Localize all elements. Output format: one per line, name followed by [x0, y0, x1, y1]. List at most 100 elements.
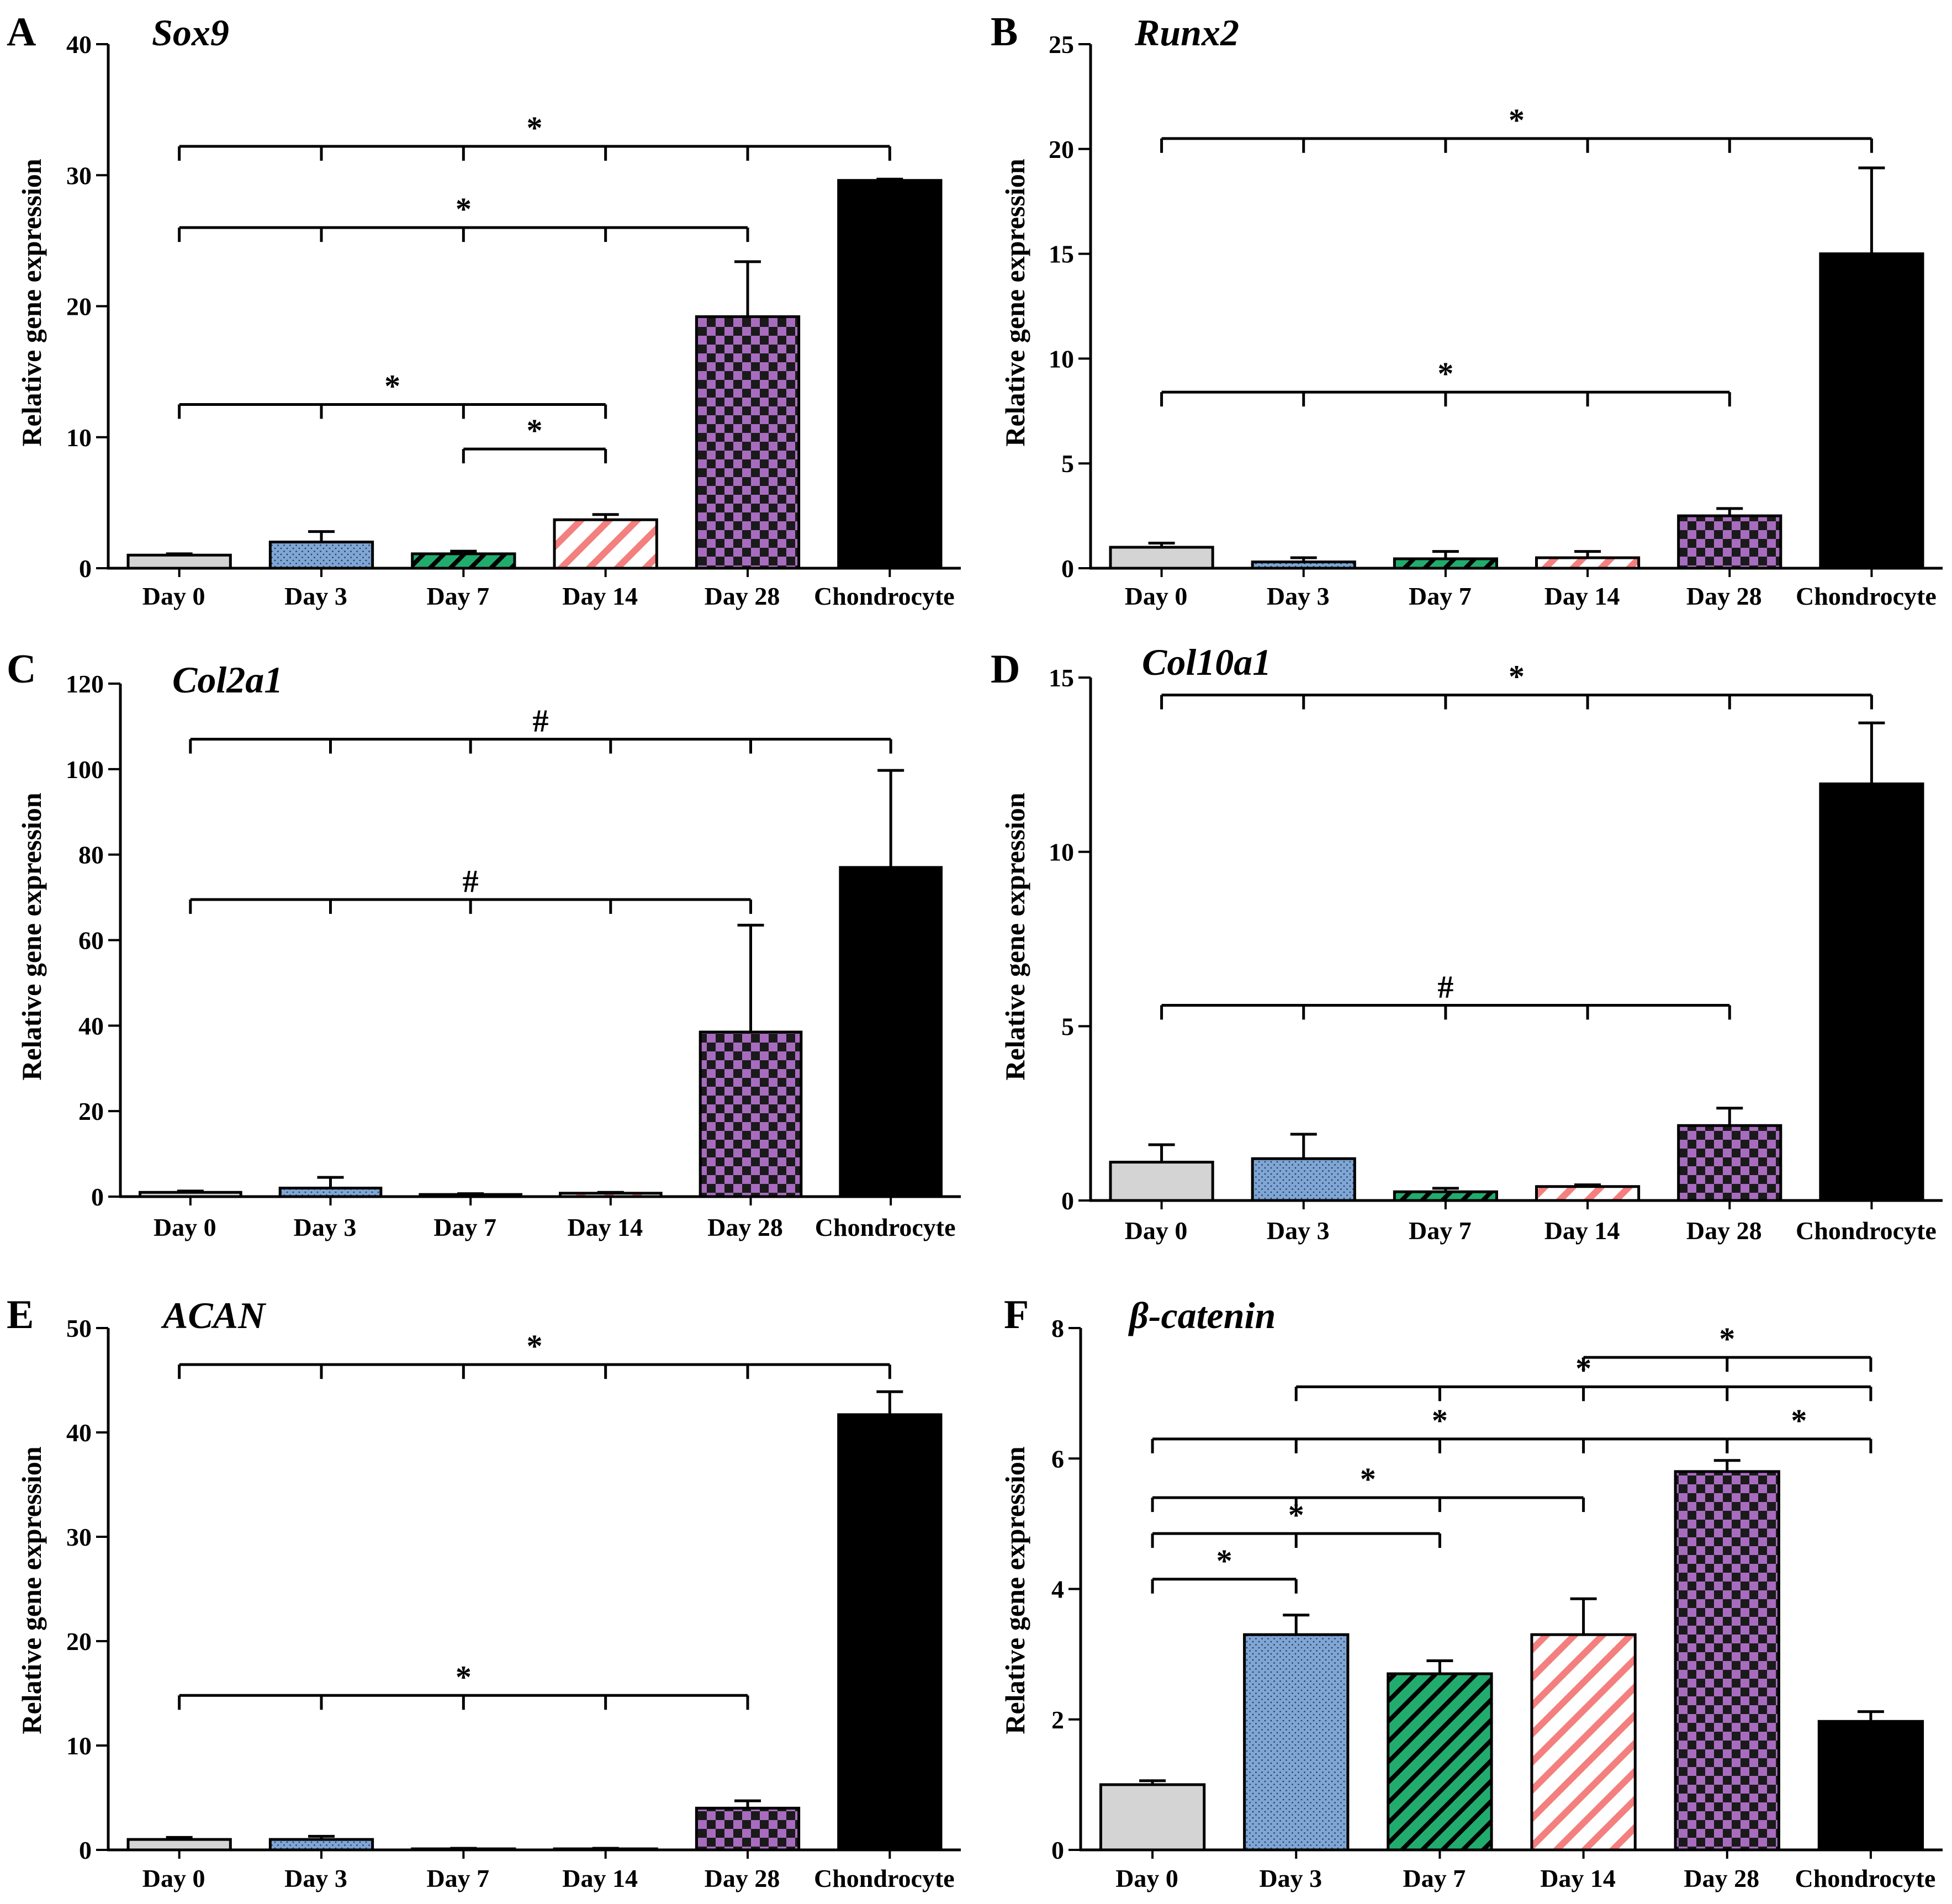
panel-f-bar-day-14	[1530, 1633, 1637, 1852]
panel-a-bar-day-28	[695, 315, 801, 570]
panel-c-y-tick-label: 60	[78, 927, 104, 955]
panel-d-category-label-day-7: Day 7	[1409, 1217, 1472, 1245]
panel-f-y-tick-label: 2	[1051, 1706, 1064, 1734]
panel-a-category-label-day-28: Day 28	[705, 582, 780, 610]
panel-d-ylabel: Relative gene expression	[999, 792, 1030, 1080]
panel-a-bar-day-0	[126, 553, 232, 570]
panel-c-sig-label: #	[463, 863, 479, 899]
panel-b-y-tick-label: 20	[1049, 135, 1074, 163]
panel-b-y-tick-label: 5	[1061, 449, 1074, 478]
panel-e-bar-day-0	[126, 1838, 232, 1852]
panel-f-bar-day-0	[1099, 1783, 1206, 1852]
panel-a-bar-day-7	[411, 552, 516, 570]
panel-a-sig-label: *	[456, 191, 472, 227]
panel-e-y-tick-label: 10	[66, 1732, 92, 1760]
panel-b: B Runx2 Relative gene expression 0 5 10 15 2…	[991, 9, 1943, 610]
panel-f-sig-label: *	[1719, 1321, 1735, 1357]
panel-f-sig-bracket-3: *	[1151, 1403, 1729, 1453]
panel-f-sig-bracket-7: *	[1151, 1543, 1298, 1594]
panel-b-bar-day-14	[1535, 556, 1641, 570]
panel-d-title: Col10a1	[1142, 641, 1271, 683]
panel-a-sig-bracket-4: *	[462, 412, 607, 464]
panel-d-category-label-day-28: Day 28	[1686, 1217, 1762, 1245]
panel-e: E ACAN Relative gene expression 0 10 20 30 4…	[7, 1292, 961, 1892]
panel-c-category-label-day-28: Day 28	[707, 1213, 783, 1241]
panel-letter-b: B	[991, 9, 1018, 55]
panel-b-sig-label: *	[1437, 356, 1453, 392]
panel-c-y-tick-label: 40	[78, 1012, 104, 1040]
panel-d-category-label-day-0: Day 0	[1125, 1217, 1188, 1245]
panel-d-bar-day-28	[1677, 1124, 1782, 1202]
panel-c-y-tick-label: 20	[78, 1097, 104, 1125]
panel-b-y-tick-label: 0	[1061, 554, 1074, 583]
panel-d-bar-day-3	[1251, 1157, 1356, 1202]
panel-b-y-tick-label: 25	[1049, 30, 1074, 59]
panel-f-sig-label: *	[1432, 1403, 1448, 1438]
panel-e-ylabel: Relative gene expression	[16, 1446, 47, 1734]
panel-d-bar-day-7	[1393, 1190, 1498, 1202]
panel-f-category-label-day-14: Day 14	[1540, 1864, 1616, 1892]
panel-a-sig-bracket-3: *	[178, 368, 607, 419]
panel-f-sig-label: *	[1288, 1497, 1304, 1533]
panel-f-sig-bracket-2: *	[1294, 1350, 1872, 1401]
panel-f-category-label-day-3: Day 3	[1259, 1864, 1322, 1892]
panel-e-bar-day-14	[553, 1847, 658, 1852]
panel-f-y-tick-label: 4	[1051, 1575, 1064, 1604]
panel-e-y-tick-label: 40	[66, 1419, 92, 1447]
panel-d-sig-label: *	[1509, 659, 1525, 695]
panel-d-y-tick-label: 5	[1061, 1012, 1074, 1040]
panel-b-bar-day-3	[1251, 560, 1356, 570]
panel-a-category-label-day-7: Day 7	[426, 582, 489, 610]
panel-f: F β-catenin Relative gene expression 0 2 4…	[999, 1292, 1943, 1892]
panel-c-sig-bracket-1: #	[189, 703, 892, 754]
panel-c: C Col2a1 Relative gene expression 0 20 40 6…	[7, 647, 961, 1241]
panel-c-category-label-day-3: Day 3	[294, 1213, 357, 1241]
panel-c-category-label-day-14: Day 14	[567, 1213, 643, 1241]
panel-b-category-label-day-14: Day 14	[1544, 582, 1620, 610]
panel-c-bar-day-7	[419, 1193, 522, 1198]
panel-e-category-label-day-28: Day 28	[705, 1864, 780, 1892]
panel-f-sig-bracket-1: *	[1582, 1321, 1872, 1372]
panel-b-bar-chondrocyte	[1819, 252, 1924, 570]
panel-b-title: Runx2	[1134, 12, 1239, 54]
panel-a-bar-chondrocyte	[837, 179, 943, 570]
panel-d-sig-bracket-1: *	[1160, 659, 1873, 710]
panel-a-bar-day-14	[553, 518, 658, 570]
panel-e-sig-bracket-1: *	[178, 1328, 891, 1379]
panel-f-sig-bracket-4: *	[1726, 1403, 1872, 1453]
panel-b-category-label-day-3: Day 3	[1267, 582, 1330, 610]
panel-e-category-label-day-0: Day 0	[142, 1864, 205, 1892]
panel-f-bar-day-7	[1387, 1672, 1493, 1852]
panel-letter-e: E	[7, 1292, 34, 1337]
panel-a-ylabel: Relative gene expression	[16, 158, 47, 446]
panel-f-category-label-day-7: Day 7	[1403, 1864, 1466, 1892]
panel-b-bar-day-7	[1393, 557, 1498, 570]
panel-e-sig-bracket-2: *	[178, 1659, 749, 1710]
panel-d-bar-day-14	[1535, 1185, 1641, 1202]
panel-letter-c: C	[7, 647, 36, 692]
panel-a-sig-bracket-2: *	[178, 191, 749, 242]
panel-b-category-label-day-7: Day 7	[1409, 582, 1472, 610]
panel-e-title: ACAN	[161, 1294, 267, 1336]
panel-c-y-tick-label: 0	[91, 1183, 104, 1211]
panel-e-category-label-day-3: Day 3	[284, 1864, 347, 1892]
panel-c-y-tick-label: 80	[78, 841, 104, 869]
panel-e-y-tick-label: 20	[66, 1627, 92, 1656]
panel-c-bar-day-0	[139, 1191, 242, 1198]
panel-c-category-label-day-7: Day 7	[433, 1213, 496, 1241]
panel-e-y-tick-label: 30	[66, 1523, 92, 1551]
panel-a-category-label-day-14: Day 14	[562, 582, 638, 610]
panel-d: D Col10a1 Relative gene expression 0 5 10 1…	[991, 641, 1943, 1245]
panel-f-y-tick-label: 0	[1051, 1836, 1064, 1864]
panel-b-sig-label: *	[1509, 102, 1525, 138]
panel-a-category-label-day-0: Day 0	[142, 582, 205, 610]
panel-f-ylabel: Relative gene expression	[999, 1446, 1030, 1734]
panel-d-bar-day-0	[1109, 1161, 1214, 1202]
panel-f-y-tick-label: 6	[1051, 1445, 1064, 1473]
panel-letter-a: A	[7, 9, 36, 55]
panel-letter-d: D	[991, 647, 1020, 692]
panel-d-category-label-day-3: Day 3	[1267, 1217, 1330, 1245]
panel-e-y-tick-label: 0	[79, 1836, 92, 1864]
panel-f-title: β-catenin	[1128, 1294, 1276, 1336]
